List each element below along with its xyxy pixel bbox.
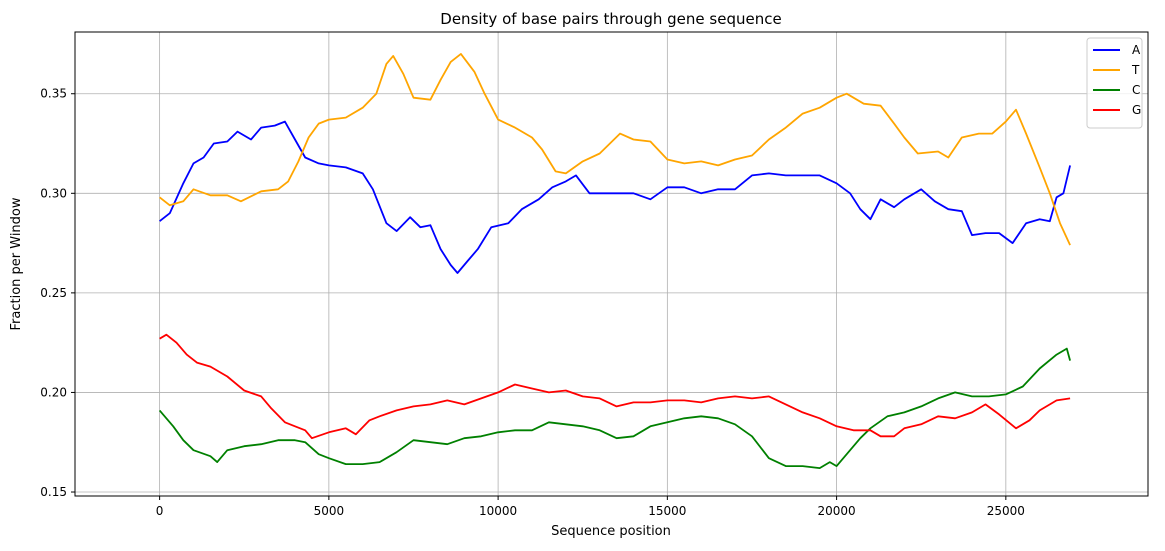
legend-box bbox=[1086, 37, 1143, 129]
x-tick-label: 5000 bbox=[314, 504, 345, 518]
x-tick-label: 10000 bbox=[479, 504, 517, 518]
legend-label-G: G bbox=[1132, 103, 1141, 117]
y-tick-label: 0.30 bbox=[40, 186, 67, 200]
x-tick-label: 0 bbox=[156, 504, 164, 518]
series-line-C bbox=[158, 347, 1071, 469]
chart-title: Density of base pairs through gene seque… bbox=[440, 10, 781, 28]
y-tick-label: 0.20 bbox=[40, 385, 67, 399]
y-axis-ticks: 0.15 0.20 0.25 0.30 0.35 bbox=[40, 87, 75, 499]
legend-label-T: T bbox=[1131, 63, 1140, 77]
y-tick-label: 0.25 bbox=[40, 286, 67, 300]
x-tick-label: 15000 bbox=[648, 504, 686, 518]
y-tick-label: 0.35 bbox=[40, 87, 67, 101]
x-tick-label: 25000 bbox=[987, 504, 1025, 518]
y-axis-label: Fraction per Window bbox=[9, 197, 24, 330]
plot-frame bbox=[74, 31, 1149, 497]
legend-label-C: C bbox=[1132, 83, 1140, 97]
series-line-A bbox=[159, 120, 1071, 274]
x-axis-ticks: 0 5000 10000 15000 20000 25000 bbox=[156, 496, 1025, 518]
series-line-T bbox=[159, 53, 1071, 246]
legend-label-A: A bbox=[1132, 43, 1141, 57]
series-line-G bbox=[159, 333, 1071, 440]
x-tick-label: 20000 bbox=[817, 504, 855, 518]
y-tick-label: 0.15 bbox=[40, 485, 67, 499]
series-lines bbox=[158, 53, 1071, 469]
grid bbox=[75, 32, 1148, 496]
x-axis-label: Sequence position bbox=[551, 524, 671, 539]
